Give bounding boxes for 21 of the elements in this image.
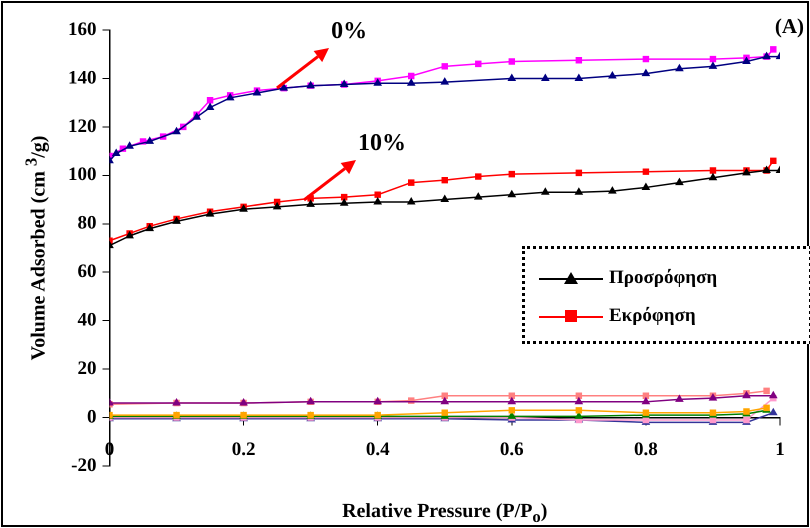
annotation: 0% xyxy=(331,18,368,46)
legend-label: Προσρόφηση xyxy=(609,267,718,289)
y-tick-label: 120 xyxy=(68,116,96,137)
annotation: (A) xyxy=(774,14,804,39)
x-axis-title: Relative Pressure (P/P$_{o}$) xyxy=(342,500,548,527)
y-tick-label: 0 xyxy=(87,406,96,428)
x-tick-label: 0.4 xyxy=(366,438,390,460)
y-tick-label: 140 xyxy=(68,67,96,88)
legend-label: Εκρόφηση xyxy=(609,305,696,327)
x-tick-label: 0.2 xyxy=(232,438,256,460)
annotation: 10% xyxy=(358,130,406,157)
x-tick-label: 0.8 xyxy=(634,438,658,460)
x-tick-label: 1 xyxy=(775,438,785,460)
y-tick-label: 20 xyxy=(78,358,96,380)
y-tick-label: 40 xyxy=(78,310,96,331)
y-tick-label: 80 xyxy=(78,212,96,234)
y-tick-label: -20 xyxy=(71,454,96,476)
y-tick-label: 160 xyxy=(68,18,96,40)
y-tick-label: 60 xyxy=(78,261,96,282)
y-tick-label: 100 xyxy=(68,164,96,186)
x-tick-label: 0.6 xyxy=(500,438,524,460)
